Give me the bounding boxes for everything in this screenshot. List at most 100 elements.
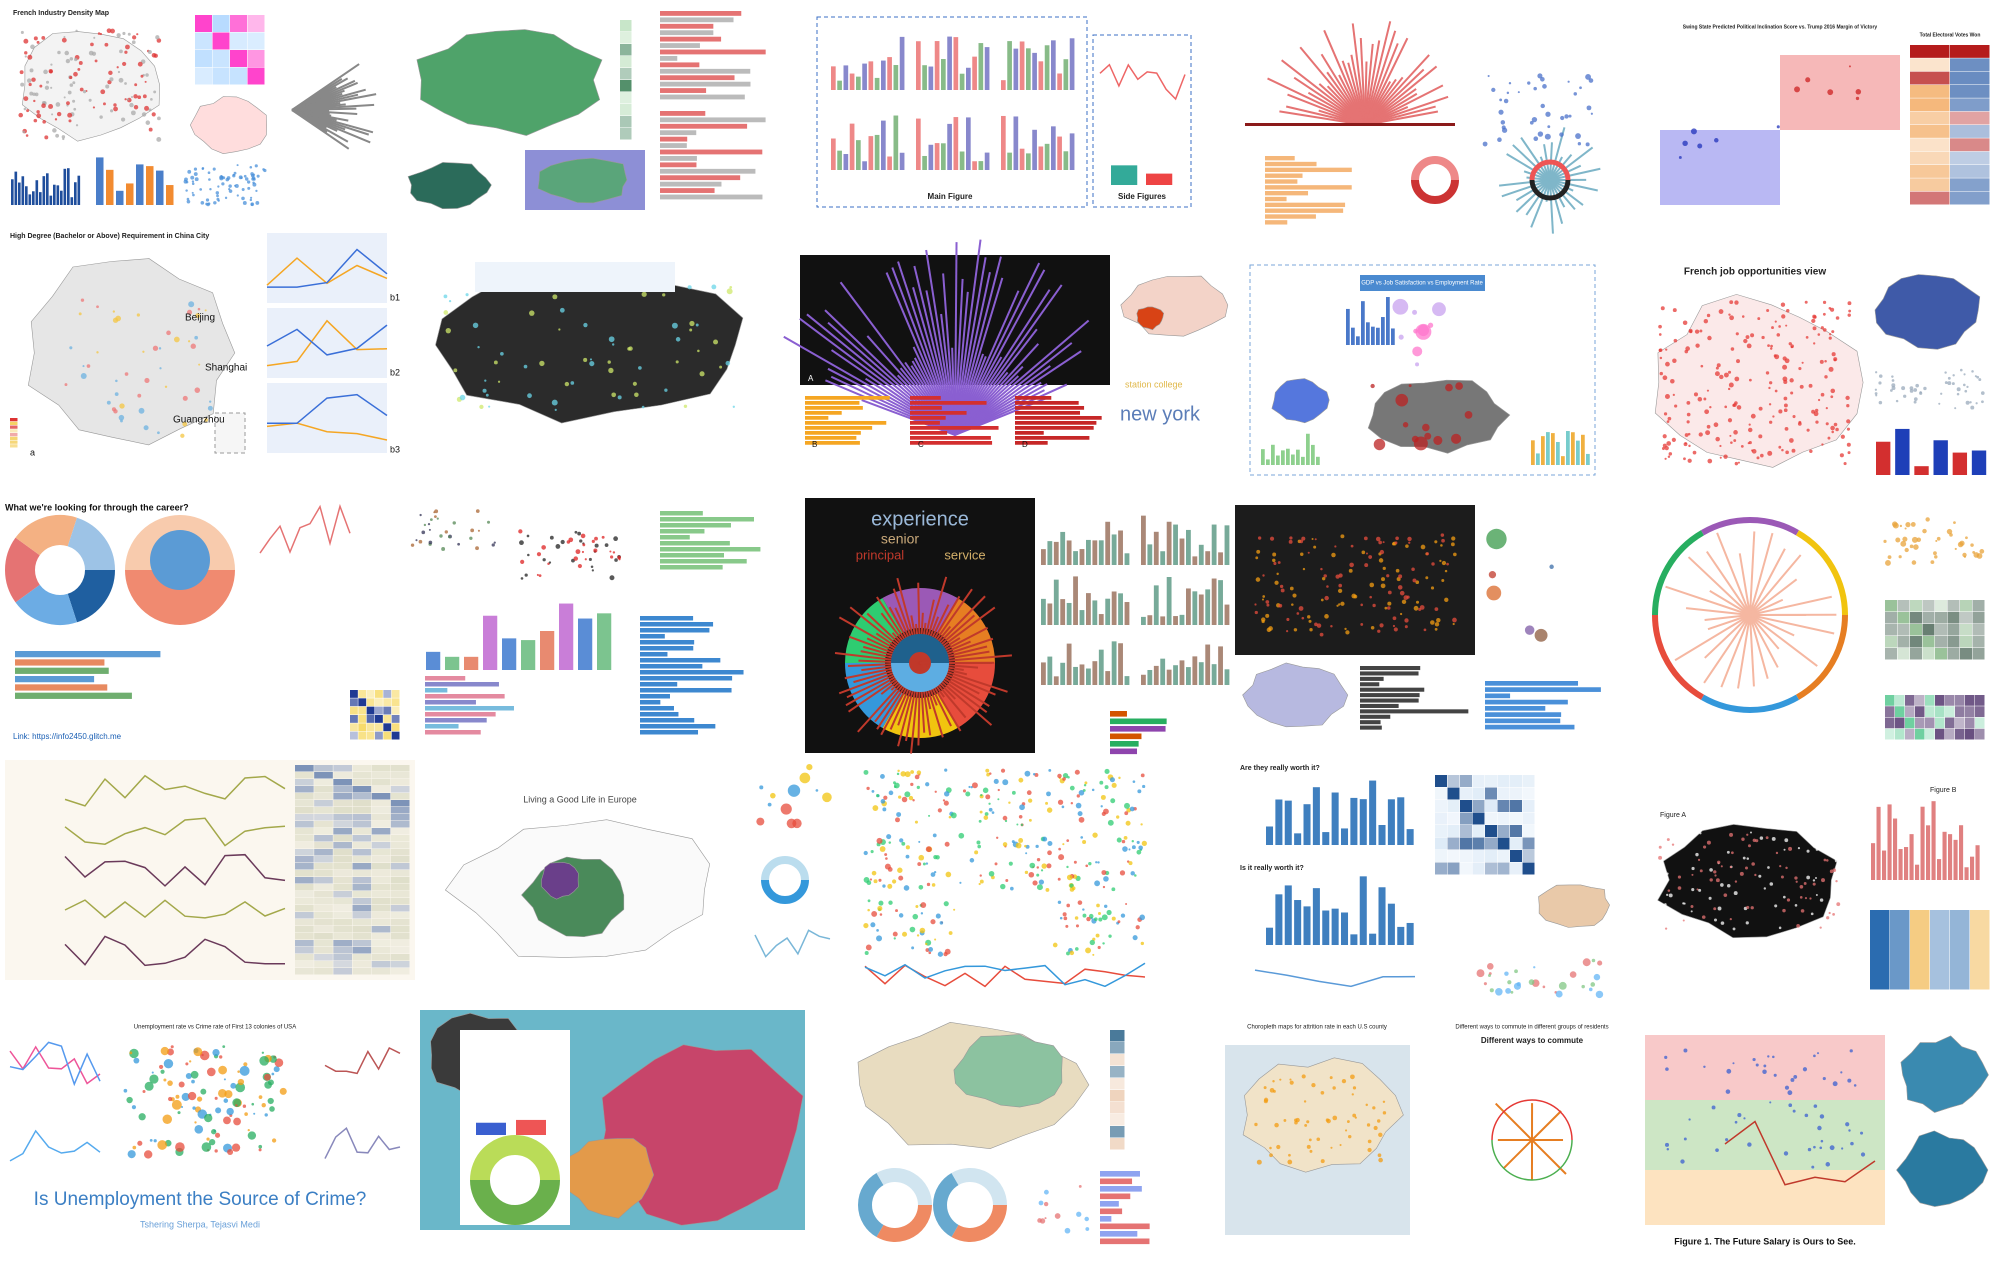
bar xyxy=(1100,1179,1132,1185)
dot xyxy=(1660,372,1663,375)
dot xyxy=(1733,430,1738,435)
line xyxy=(10,1042,100,1084)
heat-cell xyxy=(1435,825,1447,837)
heat-cell xyxy=(1905,706,1915,717)
dot xyxy=(122,62,126,66)
dot xyxy=(1729,315,1734,320)
dot xyxy=(1848,301,1852,305)
dot xyxy=(65,383,68,386)
heat-cell xyxy=(392,707,400,715)
bar xyxy=(1199,545,1204,565)
heat-cell xyxy=(295,800,314,807)
line xyxy=(325,1128,400,1158)
dot xyxy=(73,108,76,111)
dot xyxy=(992,811,995,814)
heat-cell xyxy=(1950,192,1990,205)
heat-cell xyxy=(383,732,391,740)
dot xyxy=(1789,342,1792,345)
dot xyxy=(144,1150,152,1158)
dot xyxy=(208,171,211,174)
dot xyxy=(995,862,998,865)
bar xyxy=(1360,682,1379,686)
dot xyxy=(1748,844,1751,847)
heat-cell xyxy=(353,954,372,961)
dot xyxy=(87,364,91,368)
dot xyxy=(1688,459,1692,463)
dot xyxy=(104,43,108,47)
label: b3 xyxy=(390,444,400,454)
dot xyxy=(1445,384,1453,392)
bar xyxy=(1926,825,1930,880)
dot xyxy=(1659,333,1662,336)
dot xyxy=(160,1070,164,1074)
heat-cell xyxy=(1950,72,1990,85)
dot xyxy=(1309,628,1312,631)
dot xyxy=(1813,342,1815,344)
dot xyxy=(1393,625,1395,627)
dot xyxy=(1441,539,1445,543)
dot xyxy=(109,77,113,81)
dot xyxy=(1590,982,1595,987)
dot xyxy=(876,929,879,932)
dot xyxy=(617,556,621,560)
dot xyxy=(1687,420,1690,423)
thumbnail: Unemployment rate vs Crime rate of First… xyxy=(10,1025,400,1230)
dot xyxy=(248,1129,250,1131)
dot xyxy=(1769,1101,1771,1103)
heat-cell xyxy=(353,919,372,926)
dot xyxy=(897,868,902,873)
dot xyxy=(1501,120,1505,124)
bar xyxy=(1360,704,1399,708)
dot xyxy=(1543,986,1546,989)
dot xyxy=(1979,549,1984,554)
heat-cell xyxy=(353,800,372,807)
bar xyxy=(900,37,905,90)
heat-cell xyxy=(10,429,18,432)
dot xyxy=(1314,623,1318,627)
dot xyxy=(1778,409,1782,413)
dot xyxy=(209,188,211,190)
bar xyxy=(831,66,836,90)
dot xyxy=(247,187,250,190)
bar xyxy=(1047,603,1052,625)
dot xyxy=(1104,905,1107,908)
dot xyxy=(1753,839,1756,842)
dot xyxy=(227,1149,233,1155)
dot xyxy=(578,564,582,568)
dot xyxy=(1400,591,1405,596)
heat-cell xyxy=(391,835,410,842)
dot xyxy=(1102,942,1104,944)
dot xyxy=(1388,591,1392,595)
bar xyxy=(32,191,35,205)
dot xyxy=(115,392,119,396)
dot xyxy=(1665,927,1667,929)
heat-cell xyxy=(314,926,333,933)
dot xyxy=(806,764,812,770)
dot xyxy=(1720,883,1724,887)
heat-cell xyxy=(1955,706,1965,717)
dot xyxy=(1847,443,1851,447)
donut-segment xyxy=(28,594,73,610)
dot xyxy=(175,1142,185,1152)
dot xyxy=(1058,848,1061,851)
bar xyxy=(660,523,731,528)
heat-cell xyxy=(391,905,410,912)
bar xyxy=(1186,530,1191,565)
heat-cell xyxy=(1945,695,1955,706)
dot xyxy=(970,858,975,863)
bar xyxy=(425,682,499,687)
dot xyxy=(1103,876,1109,882)
heat-cell xyxy=(1898,600,1910,612)
dot xyxy=(1892,379,1895,382)
dot xyxy=(1287,1160,1292,1165)
heat-cell xyxy=(1910,612,1922,624)
dot xyxy=(1752,1058,1755,1061)
heat-cell xyxy=(314,842,333,849)
heat-cell xyxy=(1935,636,1947,648)
heat-cell xyxy=(333,905,352,912)
dot xyxy=(255,201,259,205)
dot xyxy=(1291,603,1294,606)
dot xyxy=(1412,346,1422,356)
dot xyxy=(1077,794,1080,797)
bar xyxy=(1054,676,1059,685)
